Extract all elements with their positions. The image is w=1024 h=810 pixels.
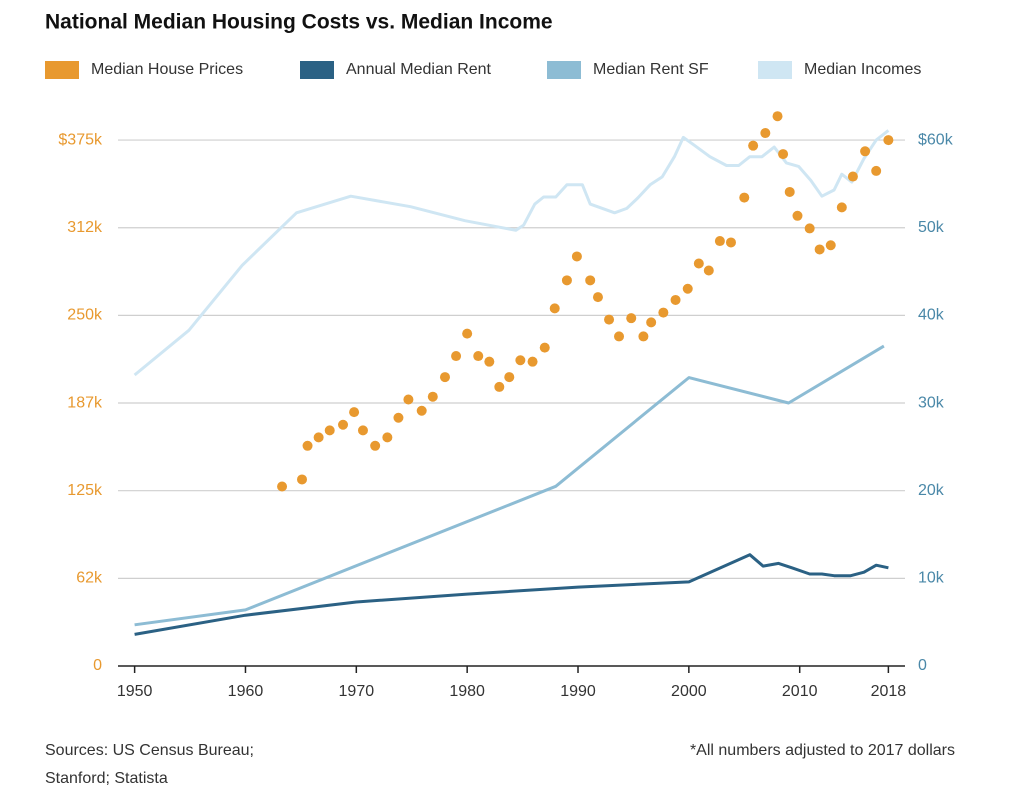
- point: [638, 331, 649, 342]
- point: [658, 307, 669, 318]
- x-tick-label: 1980: [449, 683, 485, 700]
- point: [670, 294, 681, 305]
- y2-tick-label: 30k: [918, 394, 945, 411]
- point: [814, 244, 825, 255]
- y-tick-label: 312k: [67, 219, 103, 236]
- point: [760, 128, 771, 139]
- point: [825, 240, 836, 251]
- point: [462, 328, 473, 339]
- point: [338, 419, 349, 430]
- point: [714, 236, 725, 247]
- point: [792, 210, 803, 221]
- point: [748, 140, 759, 151]
- point: [515, 355, 526, 366]
- y2-tick-label: 0: [918, 657, 927, 674]
- point: [725, 237, 736, 248]
- point: [539, 342, 550, 353]
- point: [403, 394, 414, 405]
- point: [804, 223, 815, 234]
- point: [527, 356, 538, 367]
- y-tick-label: 0: [93, 657, 102, 674]
- legend-label: Median House Prices: [91, 61, 243, 78]
- x-tick-label: 2018: [871, 683, 907, 700]
- y-tick-label: 187k: [67, 394, 103, 411]
- point: [860, 146, 871, 157]
- point: [646, 317, 657, 328]
- x-tick-label: 1950: [117, 683, 153, 700]
- point: [778, 149, 789, 160]
- point: [313, 432, 324, 443]
- point: [416, 405, 427, 416]
- point: [277, 481, 288, 492]
- point: [302, 440, 313, 451]
- legend-label: Median Incomes: [804, 61, 921, 78]
- point: [382, 432, 393, 443]
- point: [324, 425, 335, 436]
- point: [847, 171, 858, 182]
- point: [561, 275, 572, 286]
- y-tick-label: 62k: [76, 570, 103, 587]
- x-tick-label: 1970: [339, 683, 375, 700]
- y2-tick-label: 50k: [918, 219, 945, 236]
- point: [549, 303, 560, 314]
- point: [427, 391, 438, 402]
- point: [357, 425, 368, 436]
- point: [614, 331, 625, 342]
- point: [571, 251, 582, 262]
- legend-label: Median Rent SF: [593, 61, 709, 78]
- point: [604, 314, 615, 325]
- point: [370, 440, 381, 451]
- point: [585, 275, 596, 286]
- x-tick-label: 2000: [671, 683, 707, 700]
- source: Stanford; Statista: [45, 770, 168, 787]
- chart-title: National Median Housing Costs vs. Median…: [45, 11, 553, 34]
- point: [682, 283, 693, 294]
- point: [883, 135, 894, 146]
- point: [494, 381, 505, 392]
- point: [703, 265, 714, 276]
- legend-swatch: [547, 61, 581, 79]
- y2-tick-label: 40k: [918, 307, 945, 324]
- note: *All numbers adjusted to 2017 dollars: [690, 742, 955, 759]
- point: [784, 186, 795, 197]
- point: [626, 313, 637, 324]
- y2-tick-label: 10k: [918, 570, 945, 587]
- point: [592, 292, 603, 303]
- point: [451, 351, 462, 362]
- legend-label: Annual Median Rent: [346, 61, 492, 78]
- point: [504, 372, 515, 383]
- legend-swatch: [758, 61, 792, 79]
- point: [772, 111, 783, 122]
- series-line: [134, 553, 889, 636]
- point: [836, 202, 847, 213]
- source: Sources: US Census Bureau;: [45, 742, 254, 759]
- y-tick-label: $375k: [58, 131, 103, 148]
- legend-swatch: [45, 61, 79, 79]
- legend-swatch: [300, 61, 334, 79]
- y-tick-label: 125k: [67, 482, 103, 499]
- point: [871, 165, 882, 176]
- point: [297, 474, 308, 485]
- x-tick-label: 2010: [782, 683, 818, 700]
- series-line: [133, 129, 890, 377]
- point: [439, 372, 450, 383]
- y2-tick-label: $60k: [918, 131, 954, 148]
- point: [739, 192, 750, 203]
- y2-tick-label: 20k: [918, 482, 945, 499]
- point: [693, 258, 704, 269]
- x-tick-label: 1960: [228, 683, 264, 700]
- point: [484, 356, 495, 367]
- point: [393, 412, 404, 423]
- y-tick-label: 250k: [67, 307, 103, 324]
- x-tick-label: 1990: [560, 683, 596, 700]
- point: [473, 351, 484, 362]
- series-line: [134, 344, 885, 627]
- point: [349, 407, 360, 418]
